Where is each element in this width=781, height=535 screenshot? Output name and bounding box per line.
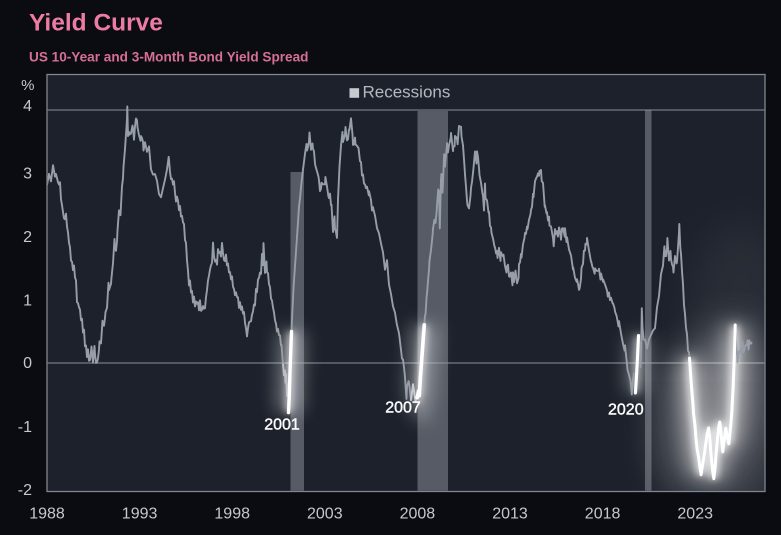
svg-text:Yield Curve: Yield Curve	[29, 10, 163, 37]
svg-text:2013: 2013	[492, 506, 528, 523]
svg-text:2008: 2008	[400, 506, 436, 523]
svg-text:3: 3	[23, 165, 32, 182]
svg-text:2001: 2001	[264, 417, 300, 434]
svg-text:2003: 2003	[307, 506, 343, 523]
svg-text:2018: 2018	[585, 506, 621, 523]
svg-text:2020: 2020	[608, 402, 644, 419]
svg-text:1993: 1993	[122, 506, 158, 523]
svg-text:US 10-Year and 3-Month Bond Yi: US 10-Year and 3-Month Bond Yield Spread	[29, 50, 308, 65]
svg-text:2023: 2023	[677, 506, 713, 523]
svg-text:2: 2	[23, 229, 32, 246]
svg-text:-2: -2	[18, 482, 32, 499]
svg-text:2007: 2007	[385, 400, 421, 417]
svg-text:1: 1	[23, 292, 32, 309]
svg-text:4: 4	[23, 98, 32, 115]
svg-text:%: %	[21, 77, 34, 94]
svg-text:0: 0	[23, 355, 32, 372]
svg-text:1988: 1988	[29, 506, 65, 523]
svg-text:1998: 1998	[214, 506, 250, 523]
svg-text:Recessions: Recessions	[363, 82, 451, 101]
svg-text:-1: -1	[18, 419, 32, 436]
